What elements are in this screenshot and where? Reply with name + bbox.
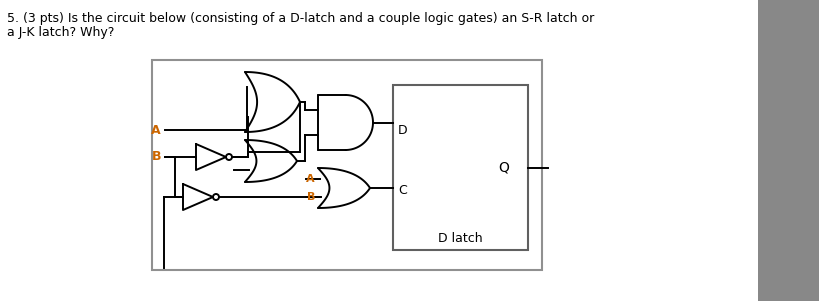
Text: B: B <box>152 150 161 163</box>
Text: C: C <box>398 184 407 197</box>
Text: A: A <box>306 174 315 184</box>
Text: D: D <box>398 123 408 136</box>
Text: A: A <box>152 123 161 136</box>
Circle shape <box>226 154 232 160</box>
Text: a J-K latch? Why?: a J-K latch? Why? <box>7 26 115 39</box>
Bar <box>758 0 819 301</box>
Text: 5. (3 pts) Is the circuit below (consisting of a D-latch and a couple logic gate: 5. (3 pts) Is the circuit below (consist… <box>7 12 595 25</box>
Bar <box>152 60 542 270</box>
Bar <box>393 85 528 250</box>
Text: D latch: D latch <box>438 232 483 245</box>
Text: Q: Q <box>498 160 509 175</box>
Circle shape <box>213 194 219 200</box>
Text: B: B <box>306 192 315 202</box>
